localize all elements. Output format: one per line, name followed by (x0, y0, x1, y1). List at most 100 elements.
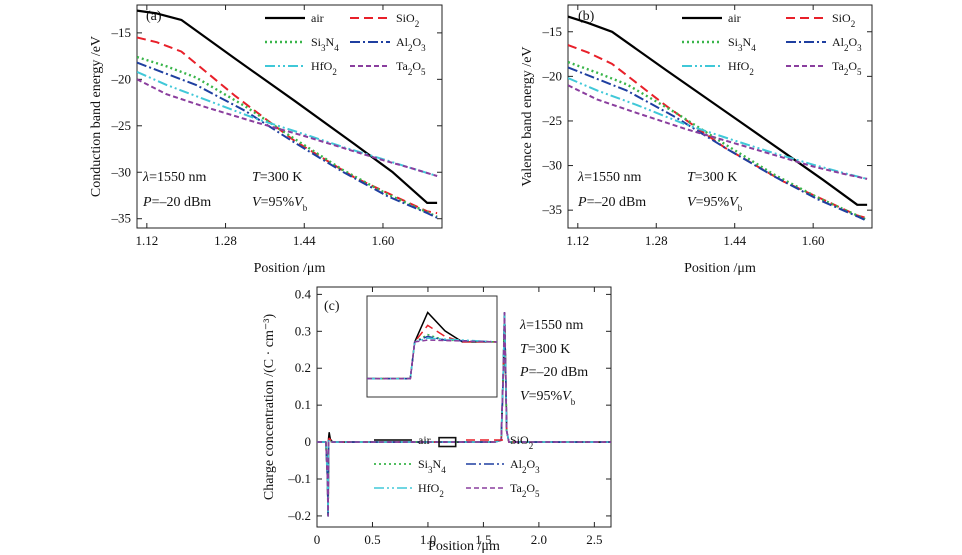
annotation-part: =300 K (695, 170, 738, 185)
legend-label-part: Si (311, 35, 322, 49)
x-tick-label: 1.28 (645, 233, 668, 248)
annotation-part: V (687, 195, 697, 210)
y-tick-label: –30 (542, 158, 563, 173)
y-axis-title: Conduction band energy /eV (89, 36, 104, 197)
legend-label-part: HfO (418, 481, 440, 495)
legend-label-si3n4: Si3N4 (418, 457, 446, 475)
series-line-sio2 (568, 44, 868, 220)
inset-series-line-ta2o5 (367, 339, 498, 380)
legend-label-part: air (418, 433, 431, 447)
legend-label-part: N (743, 35, 752, 49)
annotation-part: T (520, 342, 529, 357)
legend-label-part: 2 (332, 67, 337, 77)
legend-label-part: N (326, 35, 335, 49)
y-axis-title: Charge concentration /(C · cm⁻³) (262, 314, 277, 501)
series-line-sio2 (137, 36, 438, 215)
series-line-air (137, 9, 438, 204)
legend-label-part: 4 (751, 43, 756, 53)
y-tick-label: –25 (542, 113, 563, 128)
series-line-al2o3 (137, 61, 438, 219)
legend-label-part: 5 (857, 67, 862, 77)
legend-label-part: 3 (857, 43, 862, 53)
annotation: T=300 K (687, 170, 737, 185)
annotation: T=300 K (252, 170, 302, 185)
y-tick-label: –25 (111, 118, 132, 133)
legend-label-air: air (418, 433, 431, 447)
annotation-part: P (142, 195, 152, 210)
legend-label-part: 2 (529, 441, 534, 451)
legend-label-part: 2 (749, 67, 754, 77)
legend-label-part: 3 (535, 465, 540, 475)
panel-a: 1.12 1.28 1.44 1.60 –15 –20 –25 –30 –35 Position … (89, 4, 443, 276)
legend-label-al2o3: Al2O3 (510, 457, 540, 475)
legend-label-part: Al (396, 35, 409, 49)
series-line-hfo2 (568, 77, 868, 180)
x-tick-label: 1.28 (214, 233, 237, 248)
y-tick-label: 0.1 (295, 397, 311, 412)
legend-label-part: 2 (408, 43, 413, 53)
legend-label-part: 3 (321, 43, 326, 53)
annotation: V=95%Vb (520, 389, 576, 407)
legend-label-part: 2 (844, 43, 849, 53)
legend-label-sio2: SiO2 (396, 11, 419, 29)
annotation-part: V (729, 195, 739, 210)
legend-label-part: Ta (396, 59, 408, 73)
legend-label-part: 2 (415, 19, 420, 29)
legend-label-part: 3 (738, 43, 743, 53)
legend-label-part: 3 (428, 465, 433, 475)
series-line-ta2o5 (317, 311, 611, 517)
y-tick-label: 0 (305, 434, 312, 449)
x-axis-title: Position /μm (254, 261, 326, 276)
panel-c: 0 0.5 1.0 1.5 2.0 2.5 0.4 0.3 0.2 0.1 0 –0.1 –0.2 Pos… (262, 286, 612, 554)
legend-label-part: O (849, 35, 858, 49)
legend-label-part: 4 (334, 43, 339, 53)
annotation-part: =95% (529, 389, 563, 404)
legend-label-part: O (413, 35, 422, 49)
legend-label-part: HfO (311, 59, 333, 73)
annotation-part: T (687, 170, 696, 185)
legend-label-ta2o5: Ta2O5 (832, 59, 862, 77)
annotation-part: =1550 nm (584, 170, 641, 185)
x-tick-label: 1.5 (475, 532, 491, 547)
legend-label-part: SiO (832, 11, 851, 25)
legend-label-part: Si (418, 457, 429, 471)
legend-label-ta2o5: Ta2O5 (396, 59, 426, 77)
inset-frame (366, 295, 498, 398)
x-tick-label: 0 (314, 532, 321, 547)
legend-label-sio2: SiO2 (510, 433, 533, 451)
annotation-part: λ (142, 170, 149, 185)
legend-label-part: Si (728, 35, 739, 49)
x-axis-title: Position /μm (428, 539, 500, 554)
x-axis-title: Position /μm (684, 261, 756, 276)
legend-label-part: O (526, 481, 535, 495)
y-tick-label: –15 (111, 25, 132, 40)
annotation-part: =–20 dBm (529, 365, 589, 380)
x-tick-label: 1.12 (135, 233, 158, 248)
legend-label-part: O (412, 59, 421, 73)
y-tick-label: –0.1 (287, 471, 311, 486)
annotation-part: =–20 dBm (587, 195, 647, 210)
annotation-part: b (303, 203, 308, 213)
y-tick-label: –20 (111, 71, 132, 86)
x-tick-label: 1.0 (420, 532, 436, 547)
annotation-part: P (519, 365, 529, 380)
series-line-ta2o5 (568, 84, 868, 180)
legend-label-hfo2: HfO2 (728, 59, 754, 77)
series-line-hfo2 (137, 70, 438, 177)
annotation: V=95%Vb (687, 195, 743, 213)
plot-frame (316, 286, 612, 528)
legend-label-part: 4 (441, 465, 446, 475)
legend-label-part: Al (510, 457, 523, 471)
annotation-part: =300 K (260, 170, 303, 185)
y-tick-label: 0.3 (295, 323, 311, 338)
panel-b: 1.12 1.28 1.44 1.60 –15 –20 –25 –30 –35 Position … (520, 4, 873, 276)
x-tick-label: 1.60 (802, 233, 825, 248)
legend-label-si3n4: Si3N4 (311, 35, 339, 53)
y-tick-label: –35 (111, 211, 132, 226)
y-tick-label: –30 (111, 164, 132, 179)
series-line-al2o3 (568, 66, 868, 222)
y-tick-label: –35 (542, 202, 563, 217)
x-tick-label: 1.12 (566, 233, 589, 248)
x-tick-label: 0.5 (364, 532, 380, 547)
